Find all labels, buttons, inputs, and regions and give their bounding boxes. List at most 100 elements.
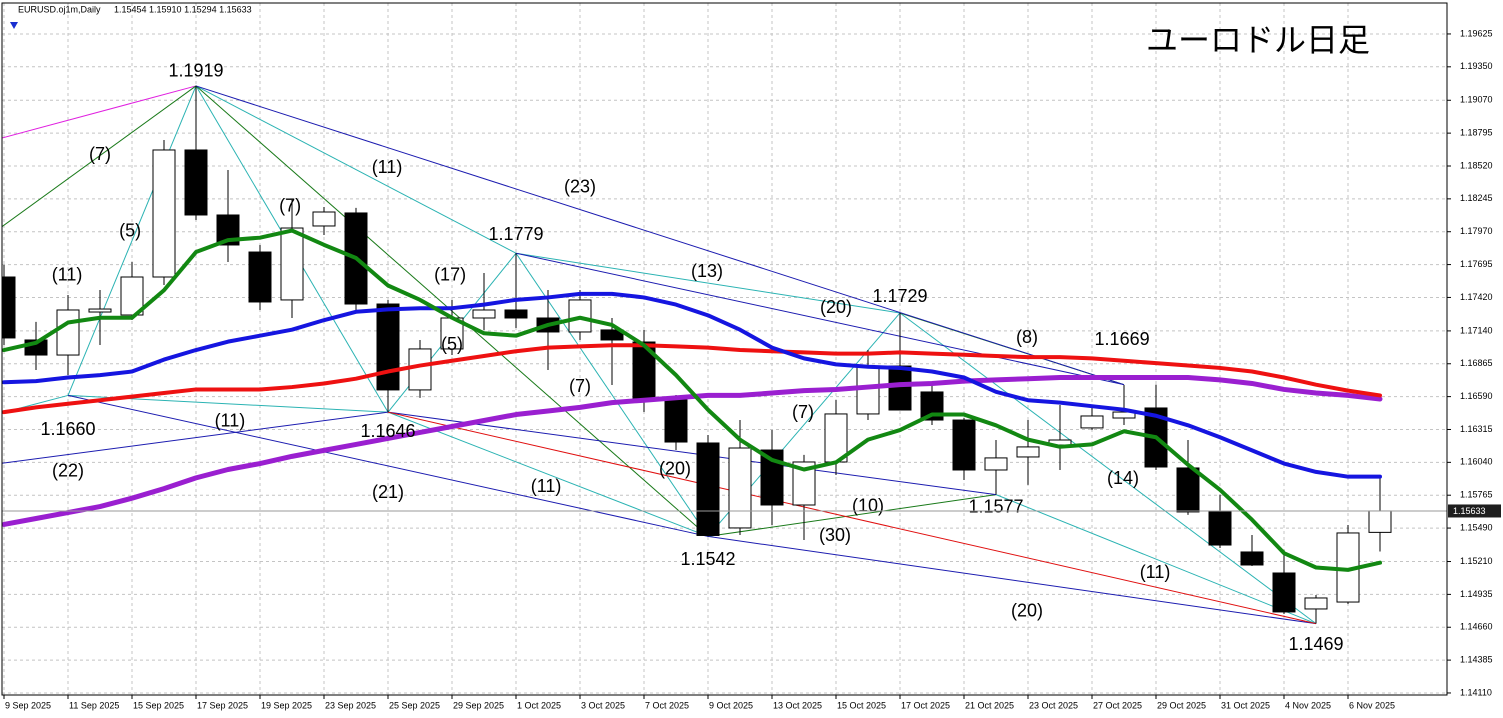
chart-title: ユーロドル日足	[1146, 21, 1370, 59]
candle-body	[792, 461, 816, 506]
candle-body	[1112, 411, 1136, 419]
y-tick-label: 1.16315	[1460, 424, 1493, 434]
x-tick-label: 9 Oct 2025	[709, 700, 753, 710]
x-tick-label: 4 Nov 2025	[1285, 700, 1331, 710]
candle-body	[88, 308, 112, 313]
annotation: (20)	[820, 297, 852, 317]
candle-body	[1016, 446, 1040, 458]
x-tick-label: 23 Sep 2025	[325, 700, 376, 710]
annotation: (11)	[1140, 562, 1171, 582]
x-tick-label: 6 Nov 2025	[1349, 700, 1395, 710]
x-tick-label: 13 Oct 2025	[773, 700, 822, 710]
candle-body	[984, 457, 1008, 471]
y-tick-label: 1.17695	[1460, 259, 1493, 269]
annotation: (10)	[852, 495, 884, 515]
x-tick-label: 31 Oct 2025	[1221, 700, 1270, 710]
annotation: 1.1646	[360, 421, 415, 441]
trend-line	[195, 85, 517, 254]
x-tick-label: 17 Sep 2025	[197, 700, 248, 710]
candle-body	[664, 399, 688, 443]
candle-body	[1304, 597, 1328, 610]
annotation: 1.1469	[1288, 634, 1343, 654]
x-tick-label: 25 Sep 2025	[389, 700, 440, 710]
annotation: 1.1919	[168, 60, 223, 80]
candle-body	[56, 309, 80, 356]
x-tick-label: 1 Oct 2025	[517, 700, 561, 710]
candle-body	[728, 447, 752, 529]
trend-line	[387, 411, 1317, 625]
plot-area: 1.1919 1.1779 1.1729 1.1669 1.1660 1.1646 1.15…	[2, 60, 1447, 654]
y-tick-label: 1.16590	[1460, 391, 1493, 401]
annotation: (20)	[659, 458, 691, 478]
x-tick-label: 21 Oct 2025	[965, 700, 1014, 710]
y-tick-label: 1.18795	[1460, 128, 1493, 138]
candle-body	[408, 348, 432, 391]
x-tick-label: 19 Sep 2025	[261, 700, 312, 710]
annotation: (11)	[215, 410, 246, 430]
annotation: (5)	[119, 220, 141, 240]
trend-line	[899, 312, 1317, 625]
trend-line	[515, 252, 1125, 386]
y-tick-label: 1.15210	[1460, 556, 1493, 566]
x-tick-label: 7 Oct 2025	[645, 700, 689, 710]
x-tick-label: 3 Oct 2025	[581, 700, 625, 710]
trend-line	[67, 85, 197, 396]
annotation: 1.1660	[40, 419, 95, 439]
annotation: 1.1729	[872, 286, 927, 306]
candle-body	[1240, 551, 1264, 566]
y-tick-label: 1.19625	[1460, 28, 1493, 38]
symbol-header: EURUSD.oj1m,Daily	[18, 4, 101, 14]
trend-line	[195, 85, 1125, 386]
moving-average-line	[2, 228, 1382, 572]
last-price-label: 1.15633	[1453, 506, 1486, 516]
x-tick-label: 9 Sep 2025	[5, 700, 51, 710]
y-tick-label: 1.15490	[1460, 522, 1493, 532]
candle-body	[120, 276, 144, 316]
candle-body	[248, 251, 272, 303]
trend-line	[387, 411, 997, 496]
annotation: (14)	[1107, 468, 1139, 488]
trend-line	[67, 394, 709, 537]
y-tick-label: 1.18245	[1460, 193, 1493, 203]
candle-body	[1208, 511, 1232, 546]
annotation: (30)	[819, 525, 851, 545]
x-tick-label: 23 Oct 2025	[1029, 700, 1078, 710]
candle-body	[2, 276, 16, 339]
moving-average-line	[2, 375, 1383, 527]
candle-body	[1368, 510, 1392, 533]
y-tick-label: 1.14385	[1460, 654, 1493, 664]
annotation: (7)	[792, 402, 814, 422]
y-tick-label: 1.17420	[1460, 292, 1493, 302]
candle-body	[312, 211, 336, 227]
annotation: (22)	[52, 461, 84, 481]
trend-line	[2, 85, 197, 139]
candle-body	[952, 419, 976, 471]
annotation: (7)	[279, 195, 301, 215]
annotation: (8)	[1016, 327, 1038, 347]
y-tick-label: 1.17970	[1460, 226, 1493, 236]
trend-line	[995, 494, 1317, 625]
x-tick-label: 15 Oct 2025	[837, 700, 886, 710]
candle-body	[504, 309, 528, 319]
y-tick-label: 1.14110	[1460, 687, 1492, 697]
annotation: 1.1779	[488, 224, 543, 244]
candle-body	[888, 365, 912, 411]
moving-average-line	[2, 343, 1382, 415]
trend-line	[707, 494, 997, 537]
candle-body	[1176, 467, 1200, 513]
annotation: 1.1577	[968, 497, 1023, 517]
x-tick-label: 11 Sep 2025	[69, 700, 119, 710]
annotation: (5)	[441, 334, 463, 354]
trend-line	[2, 411, 389, 464]
x-tick-label: 29 Sep 2025	[453, 700, 504, 710]
y-tick-label: 1.15765	[1460, 490, 1493, 500]
annotation: 1.1542	[680, 549, 735, 569]
x-tick-label: 15 Sep 2025	[133, 700, 184, 710]
candle-body	[216, 214, 240, 246]
x-tick-label: 17 Oct 2025	[901, 700, 950, 710]
candle-body	[696, 442, 720, 536]
trend-line	[707, 535, 1317, 625]
y-tick-label: 1.19350	[1460, 61, 1493, 71]
trend-line	[515, 252, 901, 314]
